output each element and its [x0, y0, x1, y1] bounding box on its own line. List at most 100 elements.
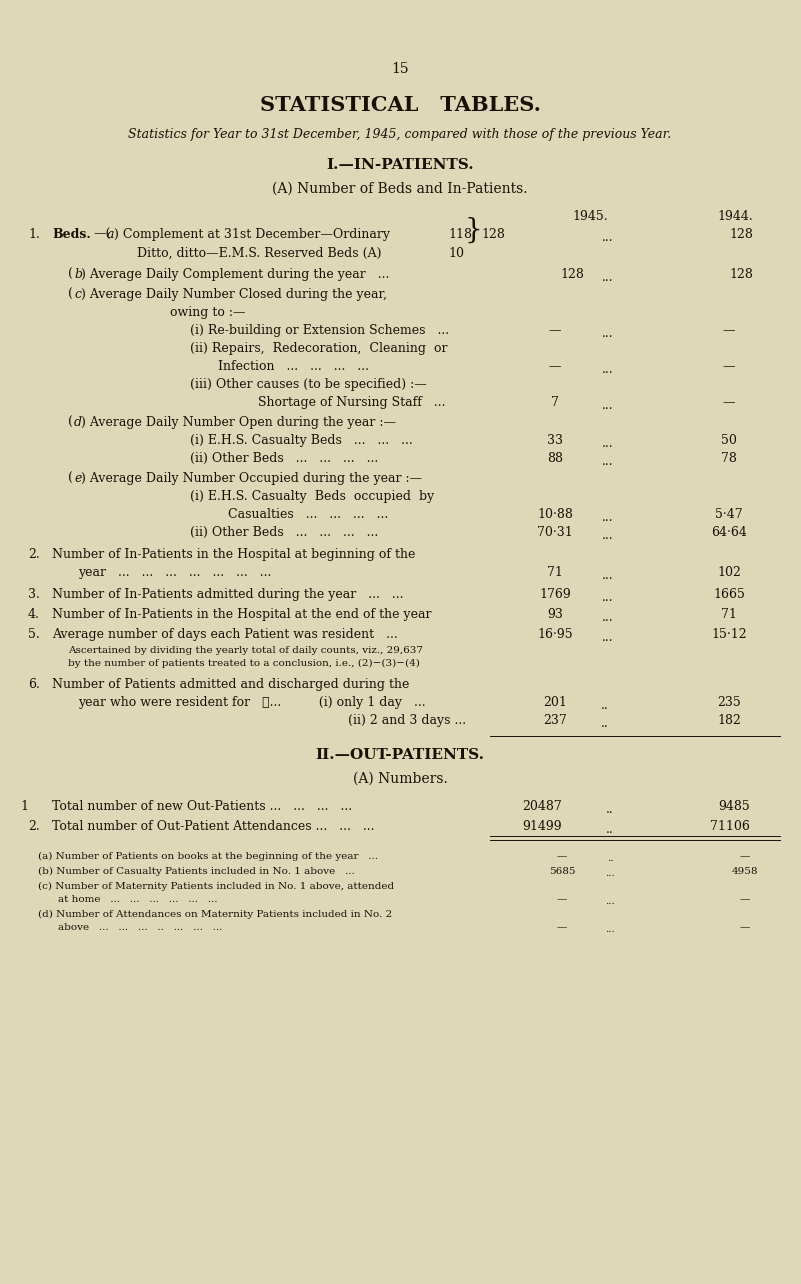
Text: I.—IN-PATIENTS.: I.—IN-PATIENTS. — [326, 158, 474, 172]
Text: ...: ... — [605, 869, 615, 878]
Text: Average number of days each Patient was resident   ...: Average number of days each Patient was … — [52, 628, 398, 641]
Text: 91499: 91499 — [522, 820, 562, 833]
Text: 6.: 6. — [28, 678, 40, 691]
Text: 71: 71 — [721, 609, 737, 621]
Text: 237: 237 — [543, 714, 567, 727]
Text: year who were resident for   ℓ...   (i) only 1 day   ...: year who were resident for ℓ... (i) only… — [78, 696, 425, 709]
Text: 102: 102 — [717, 566, 741, 579]
Text: —: — — [723, 395, 735, 410]
Text: (i) E.H.S. Casualty  Beds  occupied  by: (i) E.H.S. Casualty Beds occupied by — [190, 490, 434, 503]
Text: 4958: 4958 — [732, 867, 759, 876]
Text: ...: ... — [602, 399, 614, 412]
Text: 128: 128 — [481, 229, 505, 241]
Text: 71: 71 — [547, 566, 563, 579]
Text: (: ( — [68, 416, 73, 429]
Text: Total number of new Out-Patients ...   ...   ...   ...: Total number of new Out-Patients ... ...… — [52, 800, 352, 813]
Text: 78: 78 — [721, 452, 737, 465]
Text: (: ( — [68, 268, 73, 281]
Text: (d) Number of Attendances on Maternity Patients included in No. 2: (d) Number of Attendances on Maternity P… — [38, 910, 392, 919]
Text: —: — — [723, 360, 735, 372]
Text: ...: ... — [602, 363, 614, 376]
Text: 70·31: 70·31 — [537, 526, 573, 539]
Text: Statistics for Year to 31st December, 1945, compared with those of the previous : Statistics for Year to 31st December, 19… — [128, 128, 671, 141]
Text: —: — — [557, 895, 567, 904]
Text: 88: 88 — [547, 452, 563, 465]
Text: 15·12: 15·12 — [711, 628, 747, 641]
Text: 9485: 9485 — [718, 800, 750, 813]
Text: ...: ... — [602, 630, 614, 645]
Text: —: — — [549, 324, 562, 336]
Text: 2.: 2. — [28, 820, 40, 833]
Text: 16·95: 16·95 — [537, 628, 573, 641]
Text: —: — — [557, 923, 567, 932]
Text: ...: ... — [602, 327, 614, 340]
Text: (ii) 2 and 3 days ...: (ii) 2 and 3 days ... — [348, 714, 466, 727]
Text: 128: 128 — [560, 268, 584, 281]
Text: —: — — [723, 324, 735, 336]
Text: Beds.: Beds. — [52, 229, 91, 241]
Text: ) Average Daily Number Occupied during the year :—: ) Average Daily Number Occupied during t… — [81, 473, 422, 485]
Text: Total number of Out-Patient Attendances ...   ...   ...: Total number of Out-Patient Attendances … — [52, 820, 375, 833]
Text: ) Average Daily Number Closed during the year,: ) Average Daily Number Closed during the… — [81, 288, 387, 300]
Text: 20487: 20487 — [522, 800, 562, 813]
Text: 4.: 4. — [28, 609, 40, 621]
Text: II.—OUT-PATIENTS.: II.—OUT-PATIENTS. — [316, 749, 485, 761]
Text: Number of In-Patients in the Hospital at beginning of the: Number of In-Patients in the Hospital at… — [52, 548, 416, 561]
Text: —(: —( — [93, 229, 111, 241]
Text: b: b — [74, 268, 82, 281]
Text: 50: 50 — [721, 434, 737, 447]
Text: 128: 128 — [729, 229, 753, 241]
Text: 71106: 71106 — [710, 820, 750, 833]
Text: —: — — [740, 853, 751, 862]
Text: 235: 235 — [717, 696, 741, 709]
Text: (ii) Repairs,  Redecoration,  Cleaning  or: (ii) Repairs, Redecoration, Cleaning or — [190, 342, 448, 354]
Text: 33: 33 — [547, 434, 563, 447]
Text: 64·64: 64·64 — [711, 526, 747, 539]
Text: ...: ... — [605, 898, 615, 907]
Text: (iii) Other causes (to be specified) :—: (iii) Other causes (to be specified) :— — [190, 377, 427, 392]
Text: year   ...   ...   ...   ...   ...   ...   ...: year ... ... ... ... ... ... ... — [78, 566, 272, 579]
Text: 3.: 3. — [28, 588, 40, 601]
Text: ...: ... — [602, 511, 614, 524]
Text: (b) Number of Casualty Patients included in No. 1 above   ...: (b) Number of Casualty Patients included… — [38, 867, 355, 876]
Text: c: c — [74, 288, 81, 300]
Text: —: — — [557, 853, 567, 862]
Text: Number of In-Patients in the Hospital at the end of the year: Number of In-Patients in the Hospital at… — [52, 609, 432, 621]
Text: 5685: 5685 — [549, 867, 575, 876]
Text: 93: 93 — [547, 609, 563, 621]
Text: ...: ... — [602, 529, 614, 542]
Text: —: — — [549, 360, 562, 372]
Text: ...: ... — [602, 271, 614, 284]
Text: owing to :—: owing to :— — [170, 306, 245, 318]
Text: 201: 201 — [543, 696, 567, 709]
Text: (: ( — [68, 473, 73, 485]
Text: d: d — [74, 416, 82, 429]
Text: 128: 128 — [729, 268, 753, 281]
Text: ) Average Daily Number Open during the year :—: ) Average Daily Number Open during the y… — [81, 416, 396, 429]
Text: }: } — [465, 217, 483, 244]
Text: —: — — [740, 923, 751, 932]
Text: a: a — [107, 229, 115, 241]
Text: (a) Number of Patients on books at the beginning of the year   ...: (a) Number of Patients on books at the b… — [38, 853, 378, 862]
Text: Shortage of Nursing Staff   ...: Shortage of Nursing Staff ... — [258, 395, 445, 410]
Text: 1: 1 — [20, 800, 28, 813]
Text: ...: ... — [605, 924, 615, 933]
Text: Infection   ...   ...   ...   ...: Infection ... ... ... ... — [218, 360, 369, 372]
Text: 15: 15 — [391, 62, 409, 76]
Text: Casualties   ...   ...   ...   ...: Casualties ... ... ... ... — [228, 508, 388, 521]
Text: (c) Number of Maternity Patients included in No. 1 above, attended: (c) Number of Maternity Patients include… — [38, 882, 394, 891]
Text: ...: ... — [602, 455, 614, 467]
Text: ...: ... — [602, 611, 614, 624]
Text: Number of Patients admitted and discharged during the: Number of Patients admitted and discharg… — [52, 678, 409, 691]
Text: ..: .. — [601, 716, 609, 731]
Text: ..: .. — [601, 698, 609, 713]
Text: ..: .. — [606, 823, 614, 836]
Text: (ii) Other Beds   ...   ...   ...   ...: (ii) Other Beds ... ... ... ... — [190, 452, 378, 465]
Text: ...: ... — [602, 591, 614, 603]
Text: 7: 7 — [551, 395, 559, 410]
Text: 5.: 5. — [28, 628, 40, 641]
Text: e: e — [74, 473, 82, 485]
Text: ) Average Daily Complement during the year   ...: ) Average Daily Complement during the ye… — [81, 268, 389, 281]
Text: 1945.: 1945. — [572, 211, 608, 223]
Text: Ditto, ditto—E.M.S. Reserved Beds (A): Ditto, ditto—E.M.S. Reserved Beds (A) — [137, 247, 381, 259]
